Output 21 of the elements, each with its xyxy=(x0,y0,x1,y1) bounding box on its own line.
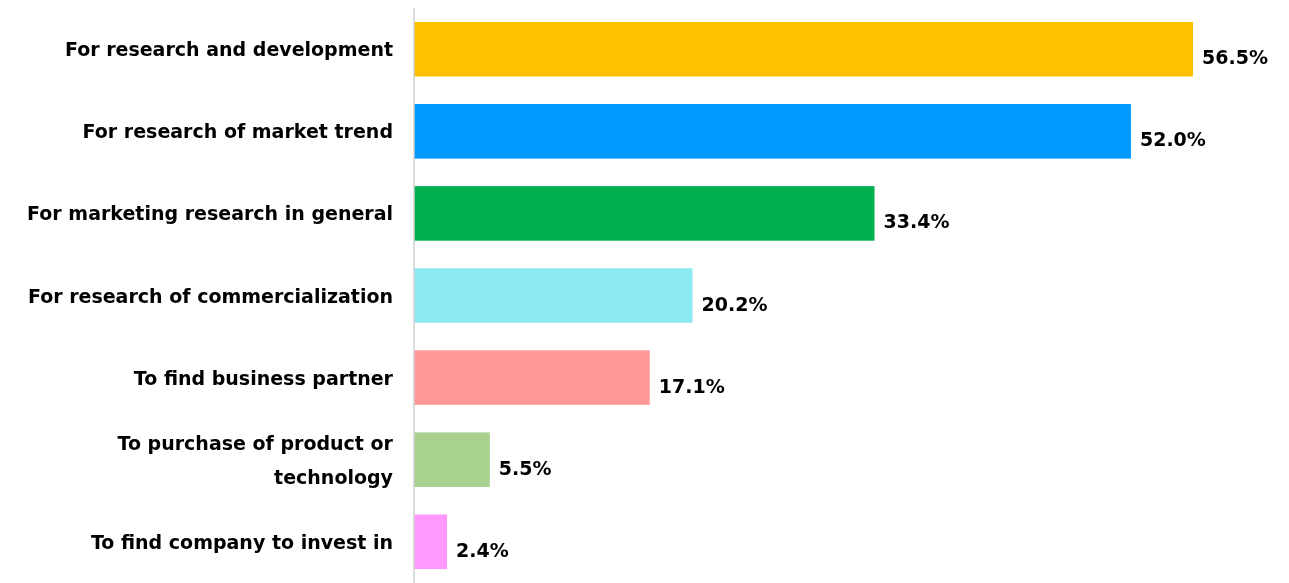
y-tick-label: To find company to invest in xyxy=(90,530,393,553)
data-label: 17.1% xyxy=(658,374,725,397)
y-tick-label: To find business partner xyxy=(133,366,394,389)
data-label: 56.5% xyxy=(1202,46,1268,69)
y-tick-label: For marketing research in general xyxy=(27,202,393,225)
y-tick-label: For research of market trend xyxy=(82,120,393,143)
y-tick-label: To purchase of product or technology xyxy=(117,431,394,488)
bar xyxy=(414,186,875,241)
data-label: 5.5% xyxy=(498,456,552,479)
bar xyxy=(414,514,448,570)
data-label: 2.4% xyxy=(456,538,509,561)
bar xyxy=(414,268,693,323)
data-label: 33.4% xyxy=(883,210,950,233)
bar xyxy=(414,21,1193,77)
data-label: 52.0% xyxy=(1139,128,1206,151)
bar xyxy=(414,350,650,405)
bar xyxy=(414,104,1131,159)
y-tick-label: For research and development xyxy=(64,38,393,61)
y-tick-label: For research of commercialization xyxy=(27,284,393,307)
bar xyxy=(414,432,490,487)
data-label: 20.2% xyxy=(701,292,768,315)
